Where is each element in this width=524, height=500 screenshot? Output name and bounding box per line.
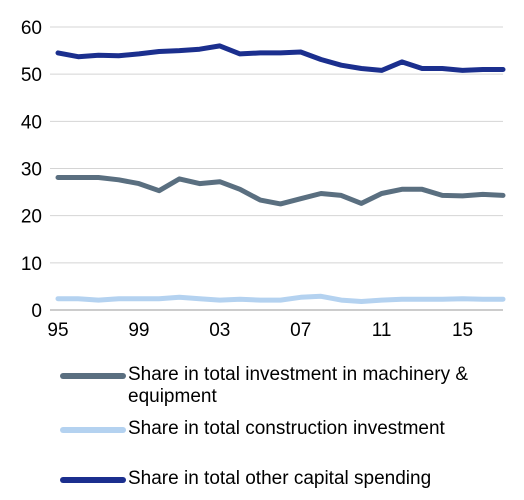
legend-label-machinery: Share in total investment in machinery &…	[128, 364, 469, 407]
x-tick-label: 07	[290, 320, 311, 341]
legend-swatch-construction	[60, 427, 126, 433]
y-tick-label: 40	[21, 112, 42, 133]
x-tick-label: 99	[128, 320, 149, 341]
series-layer	[55, 43, 506, 304]
series-line-other-capital	[55, 43, 506, 73]
x-tick-label: 03	[209, 320, 230, 341]
y-tick-label: 20	[21, 207, 42, 228]
line-chart: 0 10 20 30 40 50 60 95 99 03 07 11 15	[21, 18, 506, 341]
legend-item-construction: Share in total construction investment	[60, 418, 520, 440]
legend-swatch-machinery	[60, 373, 126, 379]
y-tick-label: 0	[31, 301, 42, 322]
grid-layer	[50, 26, 503, 311]
x-tick-label: 11	[372, 320, 392, 341]
y-tick-label: 50	[21, 65, 42, 86]
series-line-construction	[55, 293, 506, 304]
x-tick-label: 95	[47, 320, 68, 341]
legend-label-construction: Share in total construction investment	[128, 418, 445, 439]
legend-item-other-capital: Share in total other capital spending	[60, 468, 520, 490]
y-tick-label: 60	[21, 18, 42, 39]
legend-swatch-other-capital	[60, 477, 126, 483]
y-tick-label: 30	[21, 160, 42, 181]
series-line-machinery	[55, 175, 506, 207]
legend-label-other-capital: Share in total other capital spending	[128, 468, 432, 489]
x-axis-ticks: 95 99 03 07 11 15	[47, 320, 473, 341]
legend: Share in total investment in machinery &…	[60, 364, 520, 490]
x-tick-label: 15	[452, 320, 473, 341]
y-axis-ticks: 0 10 20 30 40 50 60	[21, 18, 42, 322]
legend-item-machinery: Share in total investment in machinery &…	[60, 364, 520, 408]
y-tick-label: 10	[21, 254, 42, 275]
